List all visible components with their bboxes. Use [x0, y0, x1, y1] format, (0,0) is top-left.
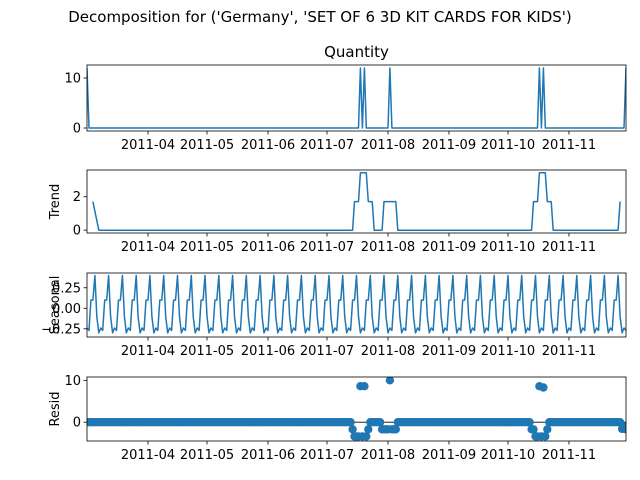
resid-point	[375, 418, 385, 427]
axes-frame	[86, 272, 627, 338]
x-tick-label: 2011-06	[241, 448, 295, 463]
resid-point	[346, 418, 355, 427]
x-tick-label: 2011-04	[121, 448, 175, 463]
panel-1: 0 10 2011-04 2011-05 2011-06 2011-07 2011-08 20…	[64, 43, 627, 153]
x-tick-label: 2011-04	[121, 138, 175, 153]
y-tick-label: 0	[73, 224, 81, 239]
x-tick-label: 2011-07	[300, 448, 354, 463]
x-tick-label: 2011-07	[300, 138, 354, 153]
x-tick-label: 2011-06	[241, 344, 295, 359]
y-tick-label: −0.25	[41, 322, 81, 337]
x-tick-label: 2011-10	[481, 344, 535, 359]
y-tick-label: 10	[64, 374, 81, 389]
x-tick-label: 2011-11	[542, 344, 596, 359]
resid-point	[364, 425, 373, 434]
panel-3: 0.25 0.00 −0.25 2011-04 2011-05 2011-06 2011-0…	[41, 272, 627, 359]
plot-area	[87, 67, 626, 129]
y-tick-label: 0.00	[52, 302, 81, 317]
y-axis-label: Trend	[48, 184, 63, 221]
panel-4: 0 10 2011-04 2011-05 2011-06 2011-07 2011-08 20…	[48, 374, 627, 463]
resid-point	[539, 383, 548, 392]
series-line-1	[87, 67, 626, 129]
resid-point	[621, 425, 626, 434]
x-tick-label: 2011-10	[481, 448, 535, 463]
x-tick-label: 2011-08	[361, 138, 415, 153]
series-line-1	[92, 172, 621, 231]
resid-point	[541, 432, 550, 441]
x-tick-label: 2011-08	[361, 240, 415, 255]
x-tick-label: 2011-05	[180, 344, 234, 359]
y-tick-label: 0.25	[52, 281, 81, 296]
plot-area	[87, 274, 626, 334]
x-tick-label: 2011-05	[180, 240, 234, 255]
figure-suptitle: Decomposition for ('Germany', 'SET OF 6 …	[68, 8, 572, 26]
x-tick-label: 2011-10	[481, 240, 535, 255]
x-tick-label: 2011-09	[422, 448, 476, 463]
plot-area	[87, 377, 626, 441]
resid-point	[543, 425, 552, 434]
x-tick-label: 2011-09	[422, 344, 476, 359]
panel-title: Quantity	[324, 43, 389, 61]
x-tick-label: 2011-07	[300, 240, 354, 255]
plot-area	[92, 172, 621, 231]
resid-point	[391, 425, 400, 434]
resid-point	[348, 425, 357, 434]
y-axis-label: Seasonal	[48, 276, 63, 335]
axes-frame	[86, 169, 627, 234]
x-tick-label: 2011-11	[542, 448, 596, 463]
resid-point	[529, 425, 538, 434]
x-tick-label: 2011-08	[361, 448, 415, 463]
y-tick-label: 0	[73, 122, 81, 137]
x-tick-label: 2011-09	[422, 240, 476, 255]
x-tick-label: 2011-06	[241, 240, 295, 255]
resid-point	[385, 377, 395, 385]
panel-2: 0 2 2011-04 2011-05 2011-06 2011-07 2011-08 201…	[48, 169, 627, 255]
x-tick-label: 2011-08	[361, 344, 415, 359]
resid-point	[525, 418, 534, 427]
x-tick-label: 2011-04	[121, 240, 175, 255]
resid-point	[362, 432, 371, 441]
x-tick-label: 2011-11	[542, 240, 596, 255]
y-tick-label: 10	[64, 72, 81, 87]
x-tick-label: 2011-10	[481, 138, 535, 153]
resid-points	[87, 377, 626, 441]
y-tick-label: 2	[73, 190, 81, 205]
y-axis-label: Resid	[48, 391, 63, 426]
axes-frame	[86, 64, 627, 132]
seasonal-line	[87, 274, 626, 334]
x-tick-label: 2011-04	[121, 344, 175, 359]
x-tick-label: 2011-07	[300, 344, 354, 359]
y-tick-label: 0	[73, 416, 81, 431]
x-tick-label: 2011-06	[241, 138, 295, 153]
x-tick-label: 2011-05	[180, 448, 234, 463]
x-tick-label: 2011-09	[422, 138, 476, 153]
axes-frame	[86, 376, 627, 442]
x-tick-label: 2011-11	[542, 138, 596, 153]
x-tick-label: 2011-05	[180, 138, 234, 153]
resid-point	[360, 382, 369, 391]
